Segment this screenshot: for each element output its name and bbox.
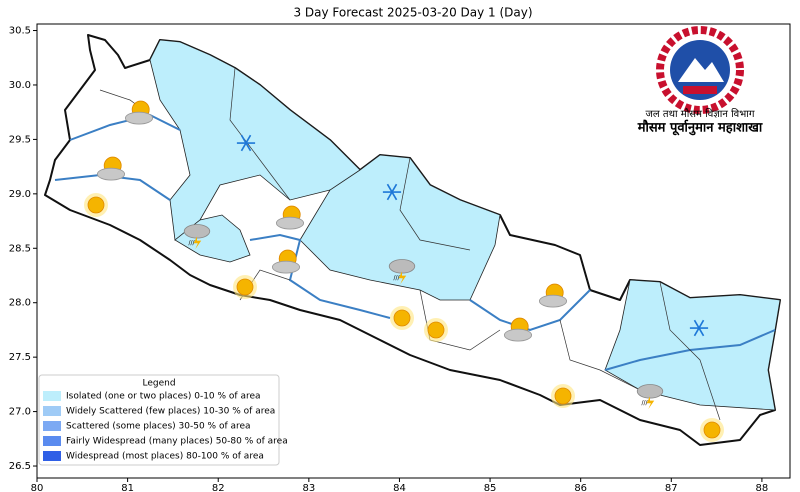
x-tick-label: 81 bbox=[121, 483, 134, 492]
y-tick-label: 30.5 bbox=[9, 26, 31, 37]
x-tick-label: 88 bbox=[756, 483, 769, 492]
y-tick-label: 29.0 bbox=[9, 189, 31, 200]
x-tick-label: 84 bbox=[393, 483, 406, 492]
y-tick-label: 29.5 bbox=[9, 134, 31, 145]
province-boundary bbox=[469, 289, 591, 332]
icon-sun bbox=[232, 274, 258, 300]
district-boundary bbox=[399, 157, 471, 251]
legend-label: Widespread (most places) 80-100 % of are… bbox=[66, 452, 264, 462]
x-tick-label: 83 bbox=[302, 483, 315, 492]
district-boundary bbox=[659, 281, 721, 421]
x-tick-label: 86 bbox=[574, 483, 587, 492]
district-boundary bbox=[559, 319, 641, 391]
chart-title: 3 Day Forecast 2025-03-20 Day 1 (Day) bbox=[293, 6, 532, 20]
legend-label: Fairly Widespread (many places) 50-80 % … bbox=[66, 437, 288, 447]
legend-title: Legend bbox=[142, 379, 175, 389]
legend-label: Isolated (one or two places) 0-10 % of a… bbox=[66, 392, 261, 402]
logo: जल तथा मौसम विज्ञान विभाग मौसम पूर्वानुम… bbox=[637, 26, 763, 136]
icon-sun bbox=[699, 417, 725, 443]
legend-swatch bbox=[43, 391, 61, 401]
legend-box bbox=[38, 374, 280, 466]
legend-label: Widely Scattered (few places) 10-30 % of… bbox=[66, 407, 275, 417]
y-tick-label: 28.5 bbox=[9, 243, 31, 254]
map bbox=[44, 34, 781, 446]
y-tick-label: 30.0 bbox=[9, 80, 31, 91]
x-tick-label: 82 bbox=[212, 483, 225, 492]
logo-emblem bbox=[683, 86, 717, 94]
x-tick-label: 85 bbox=[484, 483, 497, 492]
legend-swatch bbox=[43, 436, 61, 446]
district-boundary bbox=[419, 289, 501, 351]
x-tick-label: 87 bbox=[665, 483, 678, 492]
legend-swatch bbox=[43, 421, 61, 431]
y-tick-label: 26.5 bbox=[9, 461, 31, 472]
logo-emblem bbox=[656, 26, 744, 114]
y-tick-label: 28.0 bbox=[9, 298, 31, 309]
x-tick-label: 80 bbox=[31, 483, 44, 492]
legend: Legend Isolated (one or two places) 0-10… bbox=[38, 374, 288, 466]
legend-label: Scattered (some places) 30-50 % of area bbox=[66, 422, 251, 432]
logo-text: जल तथा मौसम विज्ञान विभाग bbox=[645, 108, 754, 120]
y-tick-label: 27.0 bbox=[9, 407, 31, 418]
ticks: 80 81 82 83 84 85 86 87 88 26.5 27.0 27.5 28.0 28.5 29… bbox=[9, 26, 769, 492]
icon-sun bbox=[83, 192, 109, 218]
logo-emblem bbox=[678, 58, 724, 82]
y-tick-label: 27.5 bbox=[9, 352, 31, 363]
legend-swatch bbox=[43, 451, 61, 461]
logo-text: मौसम पूर्वानुमान महाशाखा bbox=[637, 120, 763, 136]
legend-swatch bbox=[43, 406, 61, 416]
icon-sun bbox=[423, 317, 449, 343]
icon-sun bbox=[550, 383, 576, 409]
icon-sun bbox=[389, 305, 415, 331]
